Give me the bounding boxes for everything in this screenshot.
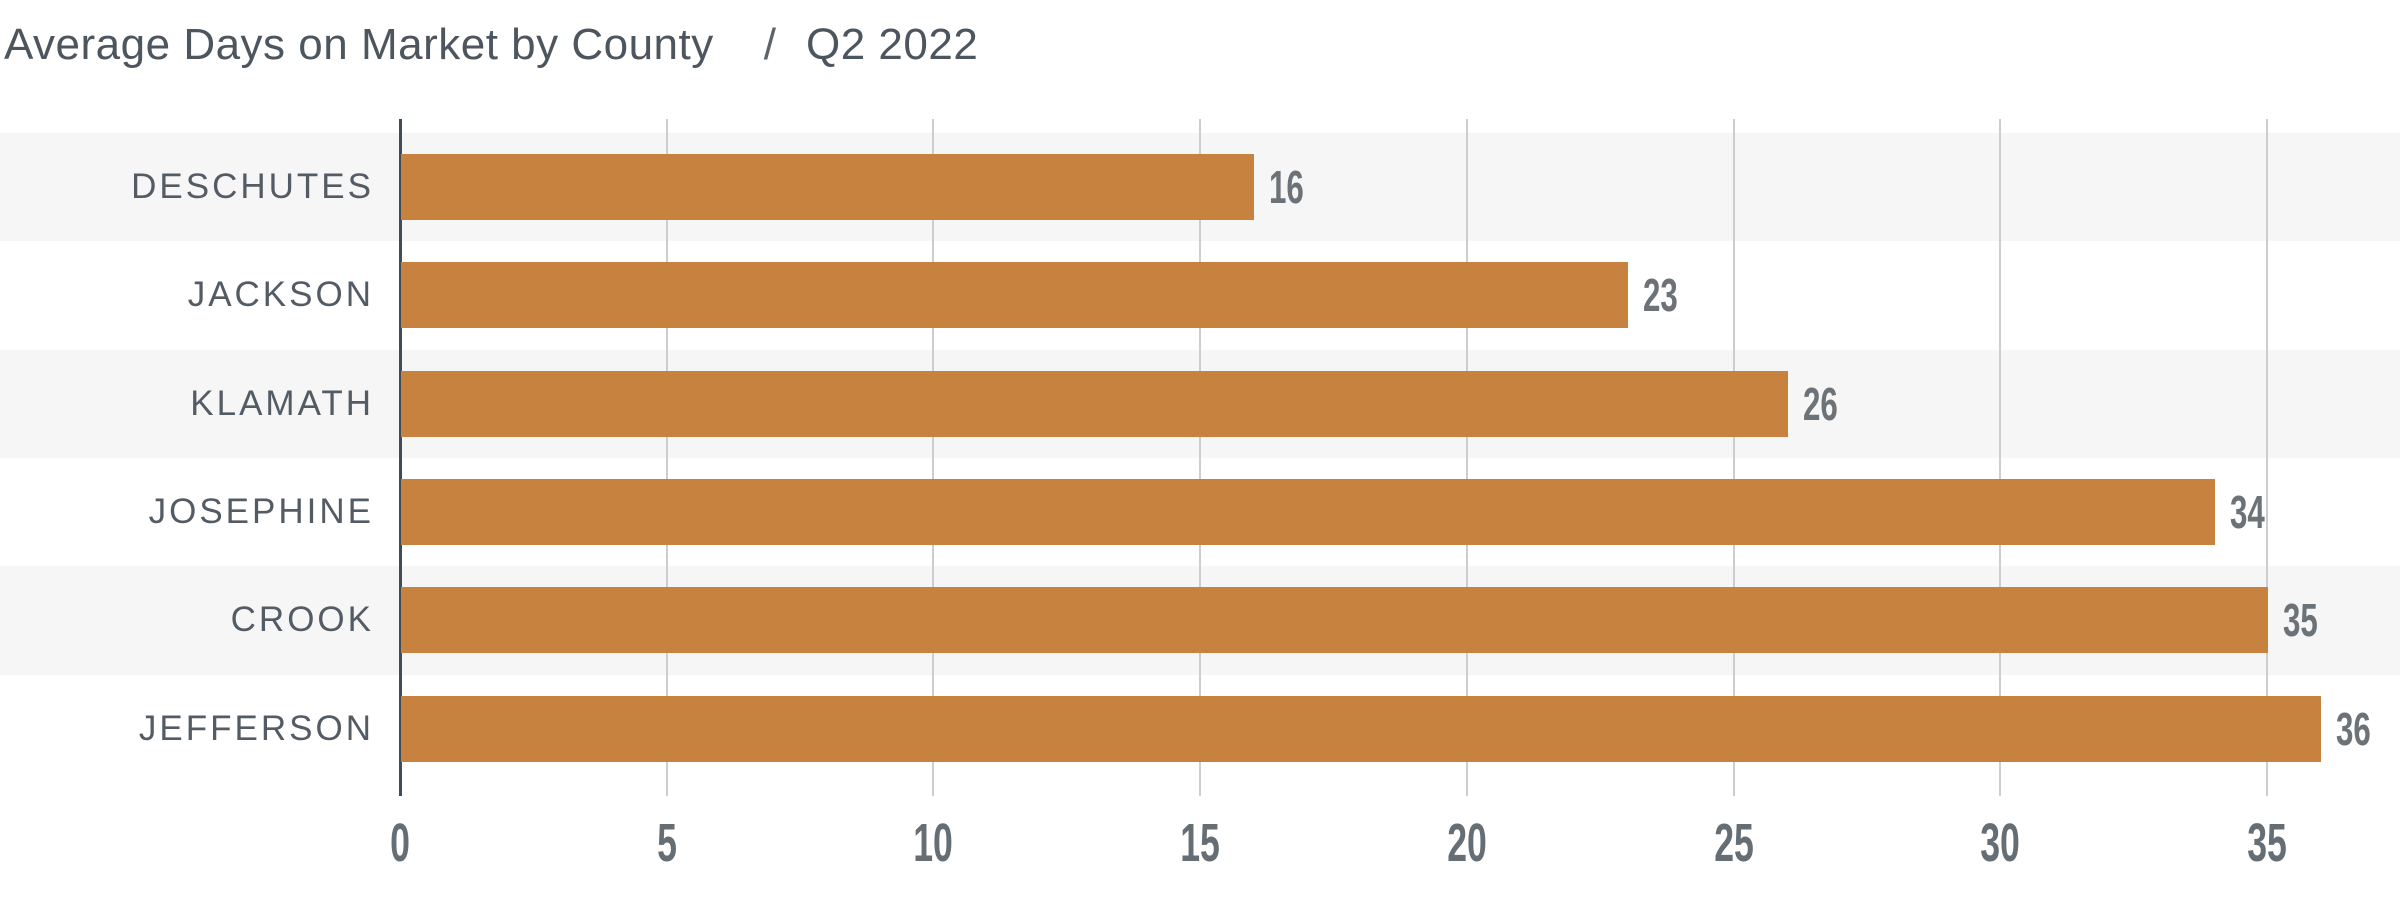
gridline-30 [1999,119,2002,796]
bar-jefferson [401,695,2322,762]
bar-klamath [401,370,1788,437]
category-label-jackson: JACKSON [187,275,374,315]
bar-deschutes [401,154,1255,221]
gridline-25 [1732,119,1735,796]
x-tick-label-5: 5 [656,813,677,873]
gridline-35 [2266,119,2268,796]
category-label-jefferson: JEFFERSON [138,708,374,748]
x-tick-label-15: 15 [1180,813,1220,873]
bar-crook [401,587,2268,654]
category-label-josephine: JOSEPHINE [148,491,374,531]
value-label-josephine: 34 [2229,485,2265,538]
value-label-jefferson: 36 [2336,702,2372,755]
value-label-jackson: 23 [1642,269,1678,322]
chart-title: Average Days on Market by County / Q2 2022 [4,16,978,74]
chart-subtitle-period: Q2 2022 [806,20,979,69]
x-tick-label-25: 25 [1713,813,1754,873]
y-axis-line [398,119,402,796]
value-label-deschutes: 16 [1269,161,1305,213]
chart-title-text: Average Days on Market by County [4,20,714,69]
category-label-deschutes: DESCHUTES [131,167,374,206]
x-tick-label-35: 35 [2247,813,2287,873]
gridline-5 [665,119,668,796]
x-tick-label-20: 20 [1447,813,1487,873]
category-label-klamath: KLAMATH [190,383,374,423]
value-label-crook: 35 [2283,594,2318,647]
x-tick-label-10: 10 [913,813,954,873]
bar-josephine [401,479,2215,546]
bar-jackson [401,262,1628,329]
gridline-15 [1199,119,1202,796]
value-label-klamath: 26 [1802,377,1838,430]
title-separator: / [763,20,776,69]
x-tick-label-30: 30 [1980,813,2021,873]
x-tick-label-0: 0 [390,813,410,873]
gridline-20 [1465,119,1468,796]
gridline-10 [932,119,935,796]
category-label-crook: CROOK [230,600,374,640]
